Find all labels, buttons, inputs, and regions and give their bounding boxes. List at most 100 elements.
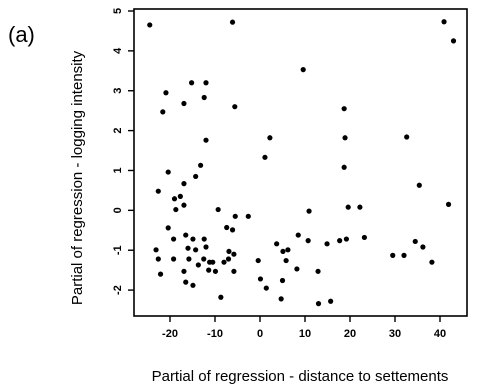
data-point [181,181,187,187]
data-point [186,256,192,262]
data-point [210,259,216,265]
data-point [189,80,195,86]
data-point [198,162,204,168]
x-axis-title: Partial of regression - distance to sett… [152,368,449,385]
data-point [226,248,232,255]
data-point [279,277,286,284]
data-point [147,22,153,28]
x-tick-label: 20 [344,328,356,340]
data-point [343,236,349,242]
data-point [201,236,207,242]
data-point [337,238,343,244]
data-point [294,266,300,272]
x-tick-label: 30 [389,328,401,340]
data-point [173,206,179,213]
data-point [185,245,191,251]
data-point [263,285,269,291]
y-tick-label: 3 [112,88,124,94]
x-axis: -20 -10 0 10 20 30 40 [162,316,446,340]
data-point [274,241,280,247]
data-point [183,279,189,285]
data-point [181,100,187,107]
data-point [201,94,207,101]
data-point [255,257,261,264]
data-point [285,247,291,253]
y-tick-label: 2 [112,128,124,134]
data-points [147,19,457,307]
y-axis: -2 -1 0 1 2 3 4 5 [112,8,134,295]
data-point [306,208,312,214]
data-point [221,259,227,265]
data-point [262,154,268,160]
data-point [171,196,178,202]
data-point [300,67,306,73]
data-point [218,294,224,300]
data-point [280,248,286,255]
data-point [441,19,447,25]
data-point [412,238,418,245]
data-point [165,169,171,175]
data-point [324,241,330,247]
data-point [232,104,238,110]
y-axis-title: Partial of regression - logging intensit… [69,50,86,305]
data-point [183,232,189,238]
data-point [315,268,321,274]
data-point [357,204,363,210]
data-point [404,134,410,140]
data-point [215,206,221,213]
x-tick-label: -10 [207,328,223,340]
data-point [203,137,209,143]
data-point [341,106,347,112]
data-point [401,252,407,258]
plot-frame [133,8,468,317]
data-point [229,227,236,233]
data-point [181,202,187,208]
data-point [445,201,452,207]
panel-label: (a) [8,22,35,47]
data-point [206,267,212,273]
data-point [190,282,196,288]
data-point [160,109,166,115]
x-tick-label: 0 [257,328,263,340]
data-point [171,256,177,262]
data-point [420,244,426,250]
y-tick-label: 1 [112,167,124,173]
data-point [203,80,209,86]
x-tick-label: 10 [299,328,311,340]
data-point [245,213,251,219]
data-point [225,256,232,262]
data-point [305,238,311,244]
data-point [157,271,164,277]
data-point [450,38,457,44]
data-point [193,247,199,253]
data-point [283,257,289,264]
data-point [345,204,351,210]
data-point [257,276,264,282]
data-point [203,244,209,250]
data-point [155,188,161,194]
data-point [155,256,161,262]
data-point [295,232,301,238]
data-point [163,90,169,96]
data-point [231,268,237,274]
data-point [212,268,219,274]
data-point [165,225,171,231]
data-point [181,268,187,274]
data-point [341,164,347,170]
x-tick-label: -20 [162,328,178,340]
data-point [390,252,396,258]
data-point [153,247,159,253]
data-point [361,234,367,241]
data-point [231,251,237,257]
data-point [201,256,207,262]
data-point [429,259,435,265]
x-tick-label: 40 [434,328,446,340]
data-point [342,135,348,141]
data-point [229,19,236,25]
data-point [224,224,230,231]
data-point [232,213,238,219]
y-tick-label: -2 [112,285,124,295]
data-point [190,236,196,242]
data-point [193,173,199,180]
